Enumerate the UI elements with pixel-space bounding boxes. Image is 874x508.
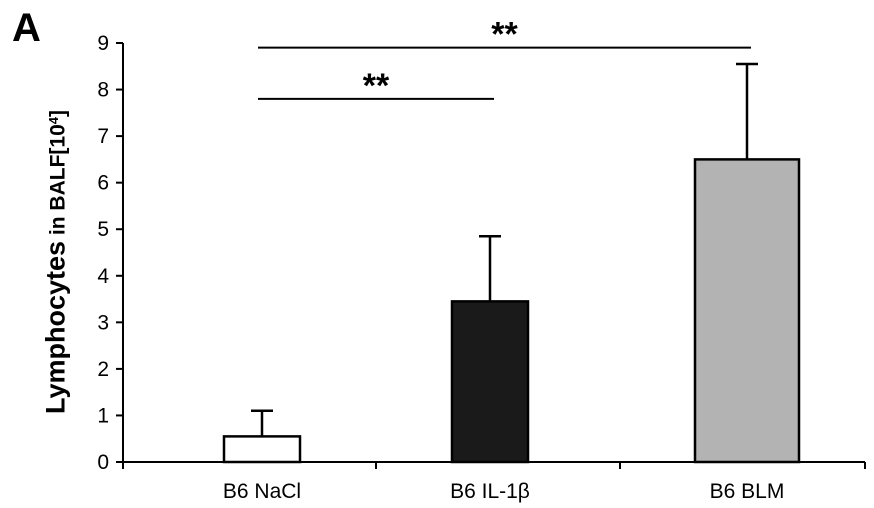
y-tick-label: 3 bbox=[97, 311, 109, 334]
y-tick-label: 1 bbox=[97, 404, 109, 427]
y-tick-label: 8 bbox=[97, 79, 109, 102]
panel-letter: A bbox=[12, 6, 41, 50]
y-tick-label: 6 bbox=[97, 172, 109, 195]
y-tick-label: 7 bbox=[97, 125, 109, 148]
y-tick-label: 4 bbox=[97, 265, 109, 288]
y-tick-label: 5 bbox=[97, 218, 109, 241]
y-tick-label: 0 bbox=[97, 451, 109, 474]
y-tick-label: 2 bbox=[97, 358, 109, 381]
y-tick-label: 9 bbox=[97, 32, 109, 55]
significance-label: ** bbox=[363, 67, 390, 105]
x-tick-label: B6 NaCl bbox=[223, 480, 301, 503]
x-tick-label: B6 BLM bbox=[710, 480, 785, 503]
bar bbox=[693, 158, 801, 464]
significance-label: ** bbox=[491, 16, 518, 54]
x-tick-label: B6 IL-1β bbox=[450, 480, 530, 503]
bar bbox=[222, 435, 302, 464]
bar bbox=[450, 300, 530, 464]
